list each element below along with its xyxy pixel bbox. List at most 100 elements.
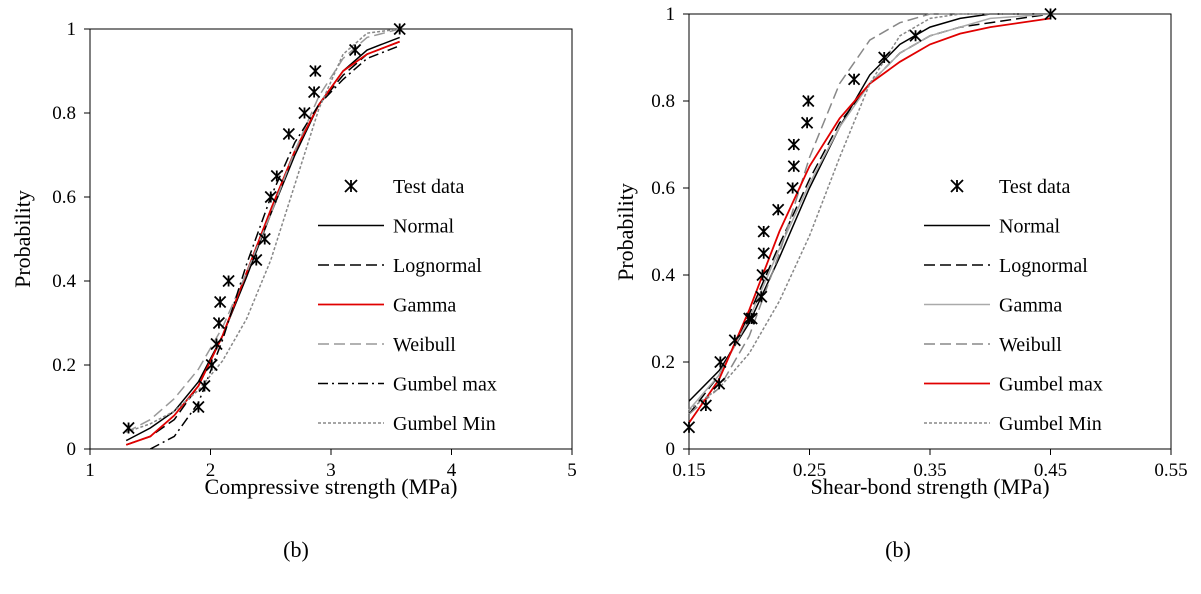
test-data-point — [682, 421, 696, 434]
x-tick-label: 0.25 — [793, 460, 826, 481]
test-data-point — [214, 295, 227, 309]
y-tick-label: 0.2 — [52, 355, 76, 376]
test-data-point — [712, 377, 726, 390]
legend-label: Gamma — [393, 295, 456, 317]
x-tick-label: 1 — [85, 460, 95, 481]
legend-item-gumbel-min: Gumbel Min — [924, 413, 1102, 435]
test-data-point — [755, 290, 768, 303]
legend-label: Test data — [999, 176, 1070, 198]
test-data-point — [222, 274, 235, 288]
test-data-points — [122, 22, 406, 435]
test-data-point — [714, 355, 727, 369]
shear-bond-strength-chart: 0.15 0.25 0.35 0.45 0.55 0 0.2 0.4 0.6 0.8 1 Test… — [613, 4, 1188, 499]
distribution-curves — [688, 13, 1051, 424]
y-tick-label: 0 — [67, 439, 77, 460]
test-data-point — [745, 312, 758, 325]
test-data-point — [728, 334, 741, 347]
series-line-gumbel-max — [688, 17, 1051, 424]
series-line-gumbel-min — [688, 13, 1051, 411]
caption-right: (b) — [885, 537, 911, 562]
test-data-point — [757, 247, 770, 260]
legend-item-test-data: Test data — [950, 176, 1070, 198]
series-line-normal — [688, 13, 1051, 402]
x-tick-label: 4 — [447, 460, 457, 481]
legend: Test data Normal Lognormal Gamma Weibull Gumb… — [318, 176, 497, 435]
test-data-point — [210, 337, 223, 351]
test-data-point — [786, 181, 799, 195]
y-tick-label: 1 — [666, 4, 676, 25]
test-data-point — [787, 138, 800, 151]
legend-item-lognormal: Lognormal — [924, 255, 1088, 277]
x-axis-ticks: 0.15 0.25 0.35 0.45 0.55 — [672, 449, 1188, 481]
y-tick-label: 0.8 — [651, 91, 675, 112]
test-data-point — [264, 190, 277, 204]
compressive-strength-chart: 1 2 3 4 5 0 0.2 0.4 0.6 0.8 1 Test data Normal Logn… — [10, 19, 577, 499]
series-line-normal — [125, 36, 400, 442]
y-tick-label: 1 — [67, 19, 77, 40]
x-tick-label: 3 — [326, 460, 336, 481]
distribution-curves — [125, 28, 401, 450]
legend-label: Lognormal — [393, 255, 482, 277]
test-data-point — [309, 64, 322, 78]
legend-marker-test-data — [344, 179, 358, 193]
y-tick-label: 0 — [666, 439, 676, 460]
test-data-point — [122, 421, 135, 435]
legend-label: Normal — [999, 216, 1061, 238]
test-data-point — [787, 160, 800, 173]
test-data-point — [757, 225, 770, 238]
test-data-point — [198, 379, 211, 393]
caption-left: (b) — [283, 537, 309, 562]
series-line-weibull — [125, 28, 400, 433]
series-line-lognormal — [125, 40, 400, 446]
x-axis-title: Compressive strength (MPa) — [205, 474, 458, 499]
series-line-gamma — [688, 13, 1051, 411]
y-axis-ticks: 0 0.2 0.4 0.6 0.8 1 — [52, 19, 90, 460]
legend-item-weibull: Weibull — [318, 334, 456, 356]
test-data-point — [192, 400, 205, 414]
test-data-point — [250, 253, 263, 267]
test-data-point — [878, 51, 891, 64]
y-axis-title: Probability — [10, 190, 35, 288]
test-data-point — [800, 116, 814, 129]
test-data-point — [205, 358, 218, 372]
test-data-point — [298, 106, 311, 120]
x-tick-label: 0.55 — [1154, 460, 1187, 481]
legend-label: Weibull — [999, 334, 1062, 356]
legend-label: Gamma — [999, 295, 1062, 317]
series-line-gamma — [125, 40, 401, 446]
test-data-point — [772, 203, 785, 216]
x-tick-label: 0.15 — [672, 460, 705, 481]
legend-label: Weibull — [393, 334, 456, 356]
legend-label: Gumbel max — [393, 374, 497, 396]
legend-item-gamma: Gamma — [924, 295, 1062, 317]
test-data-points — [682, 7, 1057, 434]
y-tick-label: 0.6 — [52, 187, 76, 208]
legend-label: Gumbel Min — [393, 413, 496, 435]
legend-item-weibull: Weibull — [924, 334, 1062, 356]
y-tick-label: 0.2 — [651, 352, 675, 373]
y-axis-title: Probability — [613, 183, 638, 281]
legend-label: Normal — [393, 216, 455, 238]
test-data-point — [756, 268, 769, 282]
legend-item-gumbel-max: Gumbel max — [924, 374, 1103, 396]
legend-item-gamma: Gamma — [318, 295, 456, 317]
x-tick-label: 0.35 — [913, 460, 946, 481]
test-data-point — [348, 43, 362, 57]
test-data-point — [909, 29, 922, 42]
test-data-point — [699, 399, 713, 412]
test-data-point — [212, 316, 226, 330]
legend-marker-test-data — [950, 179, 964, 193]
test-data-point — [270, 169, 283, 183]
y-tick-label: 0.8 — [52, 103, 76, 124]
legend-label: Gumbel max — [999, 374, 1103, 396]
test-data-point — [847, 73, 861, 86]
legend-item-test-data: Test data — [344, 176, 464, 198]
y-axis-ticks: 0 0.2 0.4 0.6 0.8 1 — [651, 4, 689, 460]
x-tick-label: 5 — [567, 460, 577, 481]
test-data-point — [258, 232, 271, 246]
test-data-point — [393, 22, 406, 36]
test-data-point — [282, 127, 295, 141]
y-tick-label: 0.6 — [651, 178, 675, 199]
legend-item-normal: Normal — [318, 216, 455, 238]
